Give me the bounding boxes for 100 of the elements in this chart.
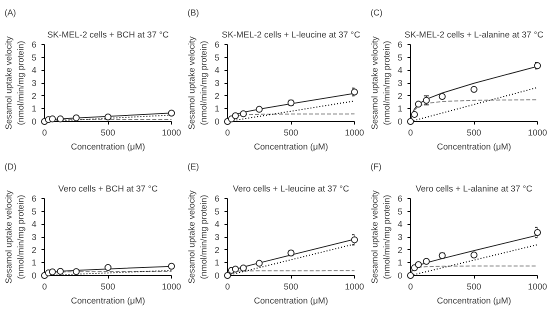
- chart-title: Vero cells + L-leucine at 37 °C: [232, 184, 350, 194]
- point: [256, 106, 263, 113]
- point: [56, 115, 64, 122]
- y-tick-label: 0: [214, 270, 220, 280]
- x-tick-label: 0: [225, 128, 230, 138]
- y-tick-label: 2: [398, 90, 403, 101]
- text: (F): [370, 162, 382, 172]
- y-tick-label: 1: [214, 104, 220, 114]
- y-axis-title: Sesamol uptake velocity (nmol/min/mg protein): [4, 190, 26, 284]
- chart-title: SK-MEL-2 cells + BCH at 37 °C: [47, 30, 169, 40]
- y-tick-label: 3: [32, 78, 37, 88]
- y-axis-title: Sesamol uptake velocity (nmol/min/mg protein): [186, 36, 209, 130]
- x-tick-label: 500: [466, 282, 482, 292]
- point: [407, 118, 414, 125]
- x-tick-label: 1000: [528, 282, 548, 292]
- point: [72, 268, 80, 276]
- y-tick-label: 3: [32, 232, 37, 242]
- x-tick-label: 0: [408, 282, 414, 292]
- point: [240, 264, 247, 272]
- x-tick-label: 0: [408, 128, 414, 138]
- y-tick-label: 6: [32, 40, 37, 50]
- point: [104, 264, 112, 272]
- point: [56, 268, 64, 275]
- y-tick-label: 0: [32, 270, 37, 280]
- y-tick-label: 4: [398, 65, 403, 76]
- text: (C): [370, 8, 383, 18]
- point: [422, 258, 430, 265]
- y-axis-title: Sesamol uptake velocity (nmol/min/mg protein): [4, 36, 26, 130]
- x-tick-label: 0: [42, 128, 48, 138]
- y-tick-label: 4: [214, 65, 220, 76]
- point: [410, 110, 418, 118]
- chart-title: Vero cells + L-alanine at 37 °C: [416, 184, 532, 194]
- y-tick-label: 5: [214, 52, 220, 62]
- point: [104, 114, 112, 120]
- y-tick-label: 2: [214, 90, 220, 101]
- y-tick-label: 0: [214, 116, 220, 126]
- y-tick-label: 3: [398, 78, 403, 88]
- x-tick-label: 0: [42, 282, 48, 292]
- point: [351, 236, 358, 244]
- y-tick-label: 4: [214, 219, 220, 230]
- x-tick-label: 1000: [162, 128, 182, 138]
- x-tick-label: 500: [100, 128, 116, 138]
- point: [224, 272, 231, 279]
- y-tick-label: 6: [32, 194, 37, 204]
- text: (E): [188, 162, 200, 172]
- point: [470, 251, 478, 258]
- x-tick-label: 1000: [528, 128, 548, 138]
- x-tick-label: 500: [466, 128, 482, 138]
- y-tick-label: 0: [398, 116, 403, 126]
- y-axis-title: Sesamol uptake velocity (nmol/min/mg protein): [186, 190, 209, 284]
- point: [48, 115, 56, 122]
- y-tick-label: 5: [398, 52, 403, 62]
- y-tick-label: 1: [398, 104, 403, 114]
- y-tick-label: 2: [32, 244, 37, 255]
- point: [414, 100, 422, 108]
- point: [438, 92, 446, 100]
- y-tick-label: 0: [32, 116, 37, 126]
- chart-title: Vero cells + BCH at 37 °C: [58, 184, 158, 194]
- y-tick-label: 1: [398, 258, 403, 268]
- x-tick-label: 0: [225, 282, 230, 292]
- x-axis-title: Concentration (μM): [70, 142, 146, 152]
- y-tick-label: 6: [398, 40, 403, 50]
- y-tick-label: 5: [214, 206, 220, 216]
- y-tick-label: 6: [214, 40, 220, 50]
- y-tick-label: 1: [214, 258, 220, 268]
- y-tick-label: 4: [32, 65, 37, 76]
- y-axis-title: Sesamol uptake velocity (nmol/min/mg protein): [370, 36, 392, 130]
- y-tick-label: 3: [398, 232, 403, 242]
- y-tick-label: 2: [32, 90, 37, 101]
- y-tick-label: 2: [214, 244, 220, 255]
- text: (A): [4, 8, 16, 18]
- y-tick-label: 6: [398, 194, 403, 204]
- point: [168, 262, 175, 270]
- y-tick-label: 4: [398, 219, 403, 230]
- x-tick-label: 1000: [344, 282, 364, 292]
- point: [232, 266, 239, 273]
- point: [256, 260, 263, 267]
- chart-title: SK-MEL-2 cells + L-leucine at 37 °C: [222, 30, 360, 40]
- y-tick-label: 2: [398, 244, 403, 255]
- y-tick-label: 1: [32, 104, 37, 114]
- point: [534, 62, 541, 70]
- x-axis-title: Concentration (μM): [436, 296, 512, 306]
- x-axis-title: Concentration (μM): [254, 296, 328, 306]
- chart-title: SK-MEL-2 cells + L-alanine at 37 °C: [404, 30, 544, 40]
- y-axis-title: Sesamol uptake velocity (nmol/min/mg protein): [370, 190, 392, 284]
- point: [168, 110, 175, 117]
- y-tick-label: 6: [214, 194, 220, 204]
- point: [470, 86, 478, 93]
- y-tick-label: 1: [32, 258, 37, 268]
- x-tick-label: 1000: [344, 128, 364, 138]
- x-axis-title: Concentration (μM): [254, 142, 328, 152]
- x-axis-title: Concentration (μM): [70, 296, 146, 306]
- point: [232, 112, 239, 120]
- y-tick-label: 3: [214, 232, 220, 242]
- y-tick-label: 5: [398, 206, 403, 216]
- text: (D): [4, 162, 17, 172]
- y-tick-label: 3: [214, 78, 220, 88]
- point: [407, 272, 414, 279]
- y-tick-label: 4: [32, 219, 37, 230]
- x-tick-label: 1000: [162, 282, 182, 292]
